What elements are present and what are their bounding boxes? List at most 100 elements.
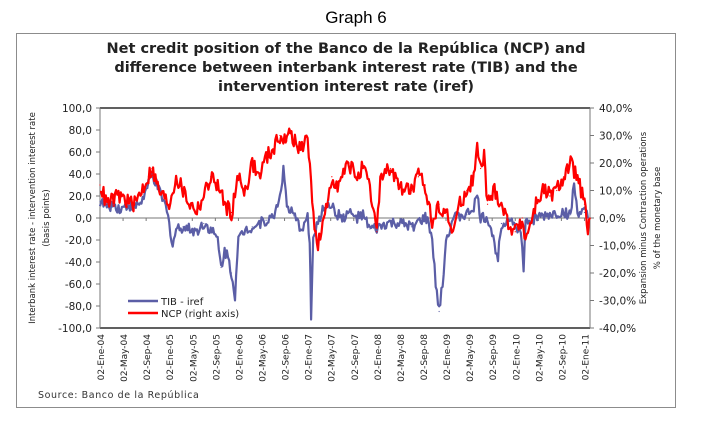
legend-label-ncp: NCP (right axis) [161,309,239,320]
data-point-ncp [244,189,246,192]
data-point-tib-iref [428,222,430,225]
data-point-ncp [99,184,101,186]
data-point-tib-iref [466,214,468,216]
data-point-ncp [576,176,579,178]
data-point-tib-iref [369,228,371,230]
data-point-tib-iref [279,195,281,197]
data-point-ncp [431,222,433,225]
data-point-ncp [410,189,413,192]
data-point-tib-iref [140,200,143,203]
data-point-tib-iref [480,217,482,219]
x-tick-label: 02-Ene-09 [443,334,453,381]
data-point-ncp [106,203,108,205]
right-tick-label: 0,0% [599,213,626,225]
x-tick-label: 02-May-10 [535,334,545,382]
data-point-ncp [175,176,177,178]
data-point-ncp [134,203,136,205]
graph-label: Graph 6 [325,8,387,27]
data-point-tib-iref [189,228,191,230]
data-point-ncp [369,189,371,192]
data-point-tib-iref [341,217,343,219]
data-point-ncp [589,217,591,219]
data-point-ncp [583,203,586,205]
right-axis-label-line-1: Expansion minus Contraction operations [639,131,649,304]
right-tick-label: -30,0% [599,296,636,308]
data-point-tib-iref [99,200,101,203]
left-axis-label-line-2: (basis points) [42,189,52,246]
data-point-ncp [272,148,274,150]
data-point-tib-iref [441,283,444,285]
data-point-ncp [258,176,260,178]
data-point-ncp [452,231,454,233]
data-point-tib-iref [438,310,440,313]
data-point-tib-iref [583,211,586,214]
data-point-ncp [379,176,381,178]
data-point-ncp [493,189,496,192]
left-tick-label: -20,0 [65,235,92,247]
right-tick-label: 20,0% [599,158,632,170]
x-tick-label: 02-Sep-04 [143,334,153,381]
data-point-tib-iref [376,228,378,230]
data-point-ncp [570,162,572,164]
x-tick-label: 02-Ene-05 [166,334,176,380]
data-point-tib-iref [147,184,150,186]
data-point-tib-iref [362,215,364,217]
data-point-tib-iref [493,244,496,247]
x-tick-label: 02-Sep-07 [351,334,361,380]
left-tick-label: 60,0 [69,147,92,159]
data-point-ncp [307,140,309,142]
x-tick-label: 02-Ene-08 [374,334,384,381]
data-point-tib-iref [445,239,447,241]
data-point-tib-iref [459,215,461,217]
data-point-ncp [113,198,115,200]
data-point-ncp [289,129,291,131]
data-point-ncp [296,148,298,150]
data-point-ncp [563,176,565,178]
x-tick-label: 02-May-08 [397,334,407,382]
data-point-tib-iref [535,217,537,219]
chart-title: Net credit position of the Banco de la R… [16,40,676,97]
x-tick-label: 02-Sep-06 [282,334,292,381]
data-point-tib-iref [520,233,522,236]
data-point-tib-iref [452,217,454,219]
data-point-ncp [390,167,392,170]
x-tick-label: 02-Sep-05 [212,334,222,380]
data-point-tib-iref [217,239,219,241]
data-point-ncp [507,222,509,225]
left-tick-label: 100,0 [62,103,92,115]
data-point-ncp [127,200,129,203]
data-point-tib-iref [327,200,329,203]
data-point-ncp [196,209,198,211]
data-point-tib-iref [307,217,309,219]
data-point-tib-iref [500,222,503,225]
data-point-ncp [338,184,340,186]
data-point-tib-iref [573,184,575,186]
data-point-tib-iref [563,211,565,214]
data-point-ncp [310,176,312,178]
data-point-tib-iref [223,250,226,252]
data-point-tib-iref [334,211,336,214]
data-point-tib-iref [120,208,122,210]
data-point-ncp [459,203,461,205]
data-point-tib-iref [355,217,357,219]
data-point-ncp [556,189,558,192]
data-point-ncp [140,189,143,192]
data-point-ncp [324,217,326,219]
data-point-ncp [279,134,281,137]
data-point-tib-iref [113,204,115,206]
data-point-ncp [362,167,364,170]
data-point-ncp [265,156,267,159]
data-point-ncp [486,203,489,205]
left-tick-label: -60,0 [65,279,92,291]
data-point-ncp [158,189,160,192]
data-point-ncp [317,244,319,247]
data-point-tib-iref [549,214,551,216]
data-point-ncp [445,211,447,214]
data-point-tib-iref [476,195,478,197]
data-point-ncp [438,203,440,205]
data-point-ncp [514,231,516,233]
data-point-tib-iref [435,283,437,285]
data-point-ncp [500,203,503,205]
left-tick-label: -40,0 [65,257,92,269]
data-point-ncp [525,239,527,241]
